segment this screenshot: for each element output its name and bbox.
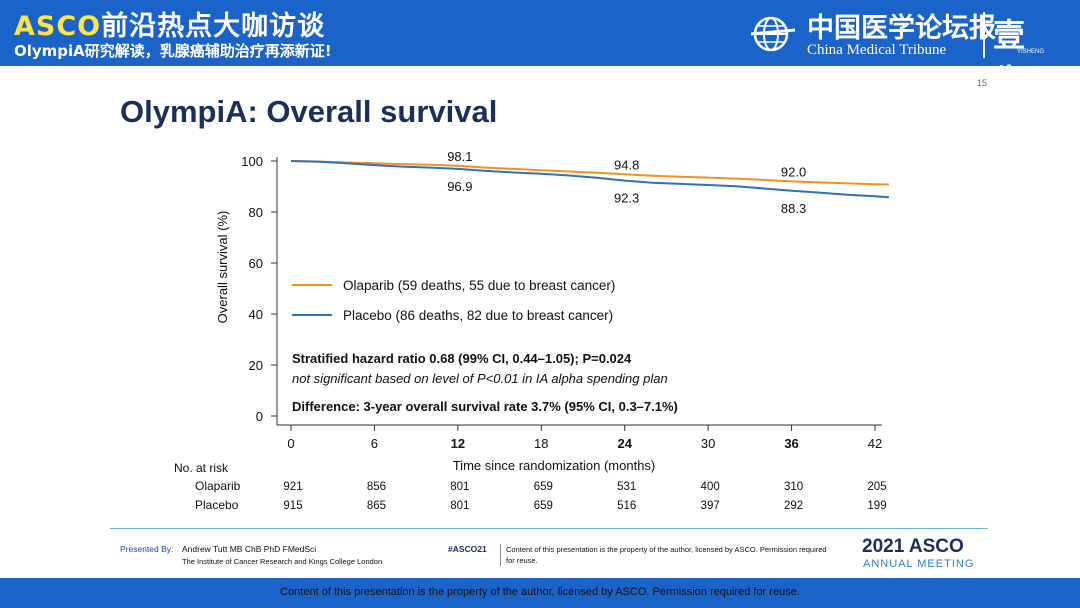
y-tick-label-100: 100 <box>241 154 263 169</box>
logo-divider <box>983 12 985 58</box>
logo-brand-small: YISHENG <box>1017 49 1045 55</box>
annotation-4: 92.0 <box>781 164 806 179</box>
presenter-institution: The Institute of Cancer Research and Kin… <box>182 557 383 566</box>
slide-title: OlympiA: Overall survival <box>120 94 498 129</box>
chart-legend: Olaparib (59 deaths, 55 due to breast ca… <box>292 278 615 323</box>
separator-line <box>110 528 988 529</box>
risk-cell-0-7: 205 <box>867 481 886 493</box>
x-tick-label-0: 0 <box>287 436 294 451</box>
risk-cell-1-7: 199 <box>867 500 886 512</box>
risk-table: No. at risk Olaparib 921 856 801 659 531 400 310… <box>174 461 887 512</box>
x-tick-label-12: 12 <box>451 436 465 451</box>
logo-english-name: China Medical Tribune <box>807 42 947 58</box>
risk-cell-0-4: 531 <box>617 481 636 493</box>
annotation-0: 98.1 <box>447 149 472 164</box>
footer-divider <box>500 544 501 566</box>
y-tick-label-80: 80 <box>249 205 263 220</box>
y-tick-label-40: 40 <box>249 307 263 322</box>
legend-label-0: Olaparib (59 deaths, 55 due to breast ca… <box>343 278 615 293</box>
risk-cell-1-2: 801 <box>450 500 469 512</box>
asco-year: 2021 ASCO <box>862 536 964 557</box>
y-tick-label-60: 60 <box>249 256 263 271</box>
risk-cell-0-0: 921 <box>283 481 302 493</box>
chart-axes: 0 20 40 60 80 100 0 6 12 18 24 30 36 42 <box>241 154 882 451</box>
risk-cell-1-6: 292 <box>784 500 803 512</box>
x-tick-label-6: 6 <box>371 436 378 451</box>
risk-row-name-1: Placebo <box>195 498 239 512</box>
risk-cell-0-6: 310 <box>784 481 803 493</box>
annotation-1: 96.9 <box>447 179 472 194</box>
risk-cell-0-3: 659 <box>534 481 553 493</box>
chart-curves <box>290 160 889 199</box>
x-axis-label: Time since randomization (months) <box>453 458 656 473</box>
legend-label-1: Placebo (86 deaths, 82 due to breast can… <box>343 308 613 323</box>
risk-table-label: No. at risk <box>174 461 229 475</box>
presented-by-label: Presented By: <box>120 544 174 554</box>
risk-cell-1-4: 516 <box>617 500 636 512</box>
annotation-3: 92.3 <box>614 191 639 206</box>
logo-chinese-name: 中国医学论坛报 <box>807 13 996 44</box>
x-tick-label-42: 42 <box>868 436 882 451</box>
risk-cell-0-2: 801 <box>450 481 469 493</box>
china-medical-tribune-logo: 中国医学论坛报 China Medical Tribune 壹生 YISHENG <box>745 4 1055 100</box>
y-tick-label-20: 20 <box>249 358 263 373</box>
meeting-hashtag: #ASCO21 <box>448 544 487 554</box>
y-tick-label-0: 0 <box>256 409 263 424</box>
y-axis-label: Overall survival (%) <box>215 211 230 324</box>
asco-annual-meeting-logo: 2021 ASCO ANNUAL MEETING <box>862 536 973 570</box>
hazard-note-text: not significant based on level of P<0.01… <box>292 371 668 386</box>
footer-bar: Content of this presentation is the prop… <box>0 578 1080 608</box>
hazard-ratio-text: Stratified hazard ratio 0.68 (99% CI, 0.… <box>292 351 632 366</box>
asco-annual-meeting: ANNUAL MEETING <box>863 558 975 570</box>
chart-annotations: 98.1 96.9 94.8 92.3 92.0 88.3 <box>447 149 806 216</box>
risk-cell-1-3: 659 <box>534 500 553 512</box>
risk-cell-1-0: 915 <box>283 500 302 512</box>
difference-text: Difference: 3-year overall survival rate… <box>292 399 678 414</box>
footer-text: Content of this presentation is the prop… <box>280 586 800 598</box>
annotation-5: 88.3 <box>781 201 806 216</box>
risk-row-name-0: Olaparib <box>195 479 241 493</box>
survival-curve-0 <box>290 160 889 186</box>
risk-cell-1-1: 865 <box>367 500 386 512</box>
presenter-name: Andrew Tutt MB ChB PhD FMedSci <box>182 544 317 554</box>
risk-cell-1-5: 397 <box>701 500 720 512</box>
banner-title: ASCO前沿热点大咖访谈 <box>14 11 326 42</box>
x-tick-label-36: 36 <box>784 436 798 451</box>
page-number: 15 <box>977 78 988 88</box>
annotation-2: 94.8 <box>614 157 639 172</box>
x-tick-label-30: 30 <box>701 436 715 451</box>
survival-curve-1 <box>290 160 889 199</box>
globe-icon <box>750 16 796 52</box>
risk-cell-0-1: 856 <box>367 481 386 493</box>
content-note: Content of this presentation is the prop… <box>506 545 827 565</box>
x-tick-label-24: 24 <box>617 436 632 451</box>
logo-brand: 壹生 <box>993 16 1026 100</box>
risk-cell-0-5: 400 <box>701 481 720 493</box>
top-banner: ASCO前沿热点大咖访谈 OlympiA研究解读，乳腺癌辅助治疗再添新证! 中国… <box>0 0 1080 100</box>
banner-subtitle: OlympiA研究解读，乳腺癌辅助治疗再添新证! <box>14 42 332 60</box>
x-tick-label-18: 18 <box>534 436 548 451</box>
